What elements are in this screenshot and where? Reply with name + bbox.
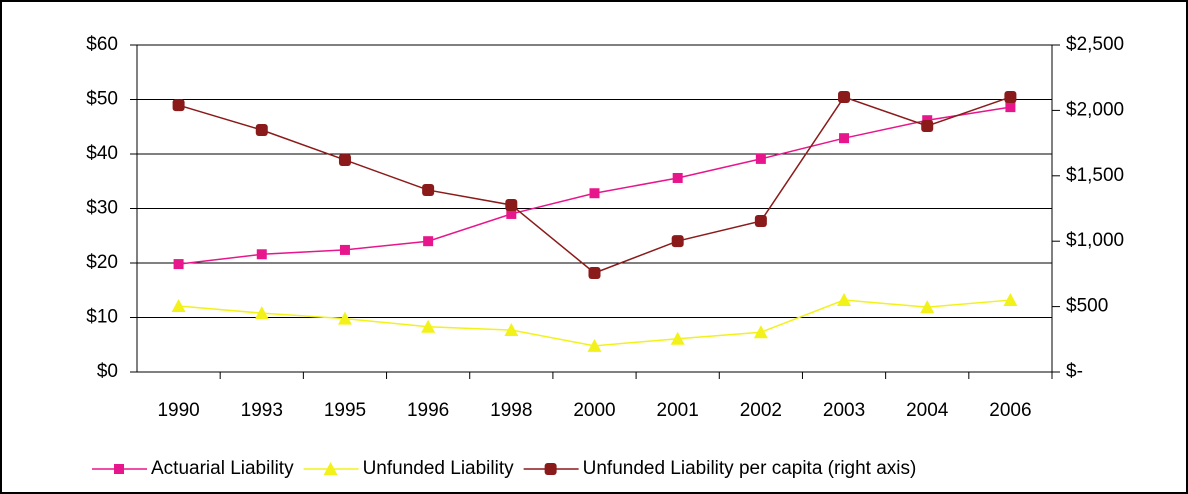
y2-tick-label: $500 — [1066, 296, 1108, 317]
x-tick-label: 2001 — [657, 400, 699, 421]
y-tick-label: $0 — [97, 361, 118, 382]
data-point — [670, 331, 685, 345]
data-point — [671, 235, 684, 248]
data-point — [171, 299, 186, 313]
legend-label: Unfunded Liability per capita (right axi… — [583, 458, 917, 479]
data-point — [504, 323, 519, 337]
y2-tick-label: $- — [1066, 361, 1083, 382]
data-point — [339, 244, 350, 255]
data-point — [423, 236, 434, 247]
y-tick-label: $30 — [86, 198, 118, 219]
data-point — [838, 91, 851, 104]
x-tick-label: 1996 — [407, 400, 449, 421]
legend-label: Unfunded Liability — [363, 458, 515, 479]
y2-tick-label: $2,000 — [1066, 99, 1124, 120]
data-point — [589, 188, 600, 199]
y2-tick-label: $2,500 — [1066, 34, 1124, 55]
data-point — [839, 133, 850, 144]
legend-marker — [544, 463, 557, 475]
data-point — [588, 266, 601, 279]
data-point — [338, 153, 351, 166]
data-point — [587, 338, 602, 352]
x-tick-label: 1995 — [324, 400, 366, 421]
data-point — [672, 172, 683, 183]
x-tick-label: 2003 — [823, 400, 865, 421]
data-point — [173, 259, 184, 270]
data-point — [254, 306, 269, 320]
data-point — [337, 311, 352, 325]
data-point — [255, 124, 268, 137]
data-point — [172, 99, 185, 112]
legend-marker — [114, 464, 124, 474]
data-point — [1003, 293, 1018, 307]
data-point — [506, 208, 517, 219]
x-tick-label: 2000 — [573, 400, 615, 421]
data-point — [921, 119, 934, 132]
data-point — [754, 215, 767, 228]
y-tick-label: $20 — [86, 252, 118, 273]
data-point — [837, 293, 852, 307]
x-tick-label: 1998 — [490, 400, 532, 421]
x-tick-label: 2006 — [989, 400, 1031, 421]
data-point — [1004, 91, 1017, 104]
x-tick-label: 2004 — [906, 400, 949, 421]
data-point — [920, 300, 935, 314]
data-point — [755, 153, 766, 164]
y-tick-label: $40 — [86, 143, 118, 164]
data-point — [753, 325, 768, 339]
y-tick-label: $10 — [86, 307, 118, 328]
x-tick-label: 1990 — [157, 400, 199, 421]
data-point — [421, 319, 436, 333]
data-point — [422, 184, 435, 197]
x-tick-label: 2002 — [740, 400, 782, 421]
legend-marker — [323, 462, 338, 475]
x-tick-label: 1993 — [241, 400, 283, 421]
legend-label: Actuarial Liability — [151, 458, 294, 479]
y2-tick-label: $1,000 — [1066, 230, 1124, 251]
data-point — [1005, 102, 1016, 113]
y2-tick-label: $1,500 — [1066, 165, 1124, 186]
y-tick-label: $50 — [86, 89, 118, 110]
y-tick-label: $60 — [86, 34, 118, 55]
data-point — [505, 198, 518, 211]
data-point — [256, 249, 267, 260]
